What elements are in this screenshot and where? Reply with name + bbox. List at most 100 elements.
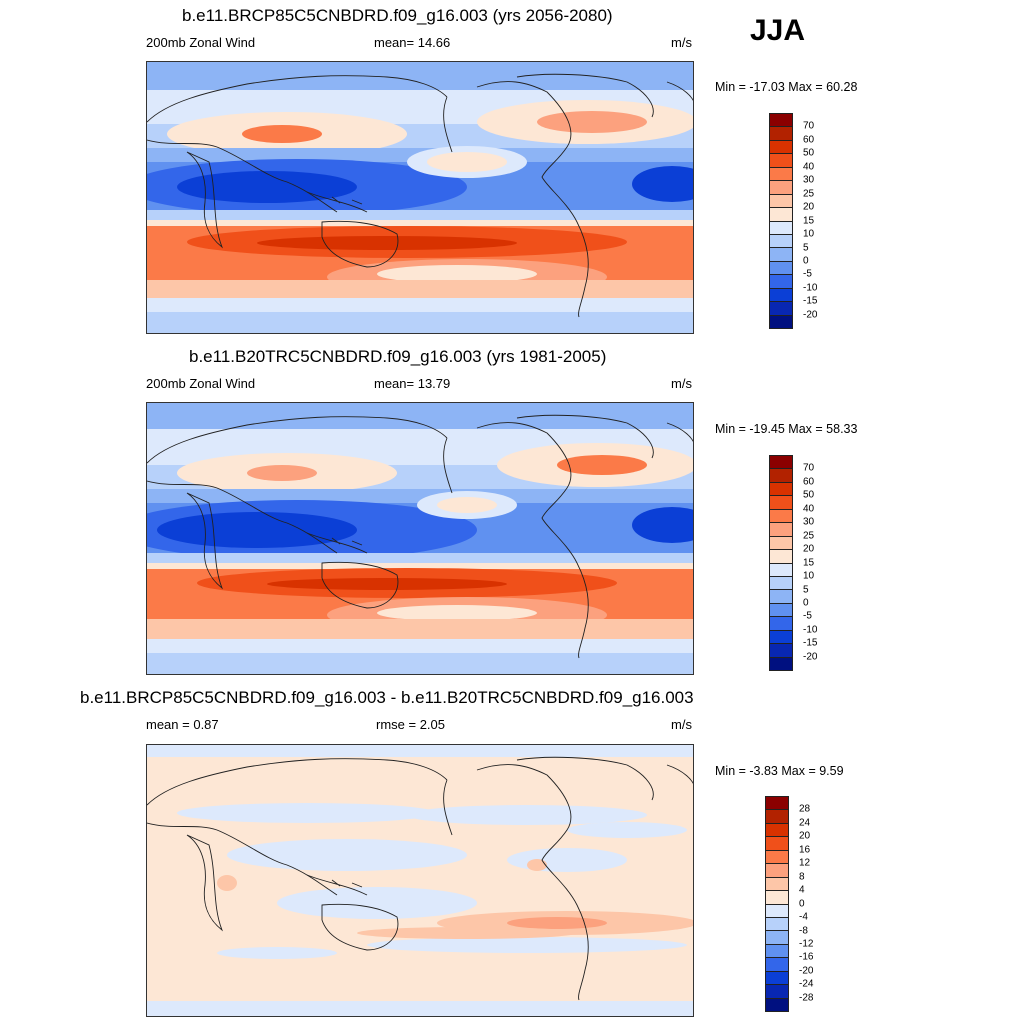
colorbar-swatch bbox=[770, 468, 792, 482]
colorbar-swatch bbox=[770, 616, 792, 630]
colorbar-swatch bbox=[766, 916, 788, 931]
colorbar-tick-label: 20 bbox=[803, 543, 815, 555]
panel-3-units-label: m/s bbox=[671, 717, 692, 732]
panel-3-mean-label: mean = 0.87 bbox=[146, 717, 219, 732]
colorbar-tick-label: 25 bbox=[803, 530, 815, 542]
colorbar-swatch bbox=[770, 535, 792, 550]
panel-2-mean-label: mean= 13.79 bbox=[374, 376, 451, 391]
panel-2-colorbar: 70 60 50 40 30 25 20 15 10 5 0 -5 -10 -15 -20 bbox=[769, 455, 879, 671]
colorbar-swatch bbox=[766, 984, 788, 998]
colorbar-tick-label: 0 bbox=[803, 255, 809, 267]
colorbar-tick-label: 24 bbox=[799, 817, 811, 829]
panel-1-variable-label: 200mb Zonal Wind bbox=[146, 35, 256, 50]
colorbar-swatch bbox=[770, 220, 792, 234]
colorbar-tick-label: 10 bbox=[803, 570, 815, 582]
panel-3-minmax: Min = -3.83 Max = 9.59 bbox=[715, 764, 844, 778]
colorbar-tick-label: -12 bbox=[799, 938, 814, 950]
colorbar-tick-label: 20 bbox=[799, 830, 811, 842]
panel-3-colorbar: 28 24 20 16 12 8 4 0 -4 -8 -12 -16 -20 -24 -28 bbox=[765, 796, 875, 1012]
colorbar-tick-label: 50 bbox=[803, 147, 815, 159]
colorbar-swatch bbox=[766, 930, 788, 944]
colorbar-tick-label: 70 bbox=[803, 120, 815, 132]
colorbar-tick-label: 20 bbox=[803, 201, 815, 213]
panel-1-map bbox=[146, 61, 694, 334]
colorbar-swatch bbox=[770, 643, 792, 657]
panel-2-variable-label: 200mb Zonal Wind bbox=[146, 376, 256, 391]
colorbar-swatch bbox=[766, 863, 788, 877]
colorbar-swatch bbox=[770, 180, 792, 194]
colorbar-tick-label: 30 bbox=[803, 516, 815, 528]
colorbar-swatch bbox=[770, 575, 792, 590]
colorbar-swatch bbox=[766, 876, 788, 891]
panel-1-title: b.e11.BRCP85C5CNBDRD.f09_g16.003 (yrs 20… bbox=[182, 6, 613, 25]
season-label: JJA bbox=[750, 14, 806, 47]
colorbar-tick-label: -4 bbox=[799, 911, 808, 923]
panel-3-rmse-label: rmse = 2.05 bbox=[376, 717, 446, 732]
colorbar-swatch bbox=[770, 233, 792, 248]
colorbar-swatch bbox=[770, 481, 792, 496]
colorbar-swatch bbox=[770, 495, 792, 509]
colorbar-tick-label: -20 bbox=[799, 965, 814, 977]
colorbar-swatch bbox=[766, 903, 788, 917]
colorbar-tick-label: -8 bbox=[799, 925, 808, 936]
colorbar-swatch bbox=[770, 287, 792, 302]
colorbar-swatch bbox=[770, 260, 792, 275]
colorbar-tick-label: 28 bbox=[799, 803, 811, 815]
colorbar-swatch bbox=[770, 656, 792, 670]
colorbar-tick-label: 10 bbox=[803, 228, 815, 240]
colorbar-swatch bbox=[770, 274, 792, 288]
colorbar-tick-label: 70 bbox=[803, 462, 815, 474]
colorbar-tick-label: -28 bbox=[799, 992, 814, 1004]
colorbar-tick-label: 8 bbox=[799, 871, 805, 883]
colorbar-tick-label: 60 bbox=[803, 476, 815, 488]
colorbar-swatch bbox=[770, 139, 792, 154]
colorbar-tick-label: -16 bbox=[799, 951, 814, 963]
colorbar-swatch bbox=[766, 836, 788, 850]
colorbar-swatch bbox=[770, 207, 792, 221]
panel-3-title: b.e11.BRCP85C5CNBDRD.f09_g16.003 - b.e11… bbox=[80, 688, 694, 707]
colorbar-swatch bbox=[770, 314, 792, 328]
colorbar-swatch bbox=[766, 890, 788, 904]
colorbar-tick-label: 16 bbox=[799, 844, 811, 856]
colorbar-tick-label: 40 bbox=[803, 161, 815, 173]
colorbar-tick-label: -20 bbox=[803, 309, 818, 321]
colorbar-tick-label: 15 bbox=[803, 215, 815, 227]
colorbar-tick-label: -15 bbox=[803, 295, 818, 307]
colorbar-tick-label: -5 bbox=[803, 610, 812, 622]
colorbar-swatch bbox=[766, 822, 788, 837]
colorbar-swatch bbox=[770, 549, 792, 563]
colorbar-swatch bbox=[766, 809, 788, 823]
colorbar-swatch bbox=[770, 522, 792, 536]
colorbar-tick-label: -20 bbox=[803, 651, 818, 663]
colorbar-swatch bbox=[770, 562, 792, 576]
colorbar-tick-label: 5 bbox=[803, 242, 809, 253]
colorbar-swatch bbox=[766, 957, 788, 971]
colorbar-tick-label: -10 bbox=[803, 624, 818, 636]
colorbar-tick-label: 0 bbox=[803, 597, 809, 609]
colorbar-swatch bbox=[770, 602, 792, 617]
colorbar-swatch bbox=[770, 508, 792, 523]
colorbar-tick-label: 30 bbox=[803, 174, 815, 186]
panel-1-minmax: Min = -17.03 Max = 60.28 bbox=[715, 80, 858, 94]
colorbar-swatch bbox=[766, 796, 788, 810]
panel-2-map bbox=[146, 402, 694, 675]
colorbar-swatch bbox=[770, 629, 792, 644]
panel-1-mean-label: mean= 14.66 bbox=[374, 35, 451, 50]
panel-2-units-label: m/s bbox=[671, 376, 692, 391]
panel-3-map bbox=[146, 744, 694, 1017]
colorbar-swatch bbox=[770, 301, 792, 315]
colorbar-swatch bbox=[766, 943, 788, 958]
panel-1-units-label: m/s bbox=[671, 35, 692, 50]
colorbar-swatch bbox=[770, 166, 792, 181]
colorbar-swatch bbox=[766, 997, 788, 1011]
colorbar-swatch bbox=[770, 455, 792, 469]
colorbar-swatch bbox=[766, 970, 788, 985]
colorbar-tick-label: 12 bbox=[799, 857, 811, 869]
colorbar-swatch bbox=[770, 247, 792, 261]
colorbar-swatch bbox=[770, 589, 792, 603]
colorbar-tick-label: -5 bbox=[803, 268, 812, 280]
colorbar-tick-label: 60 bbox=[803, 134, 815, 146]
colorbar-tick-label: 50 bbox=[803, 489, 815, 501]
panel-2-minmax: Min = -19.45 Max = 58.33 bbox=[715, 422, 858, 436]
panel-2-title: b.e11.B20TRC5CNBDRD.f09_g16.003 (yrs 198… bbox=[189, 347, 607, 366]
